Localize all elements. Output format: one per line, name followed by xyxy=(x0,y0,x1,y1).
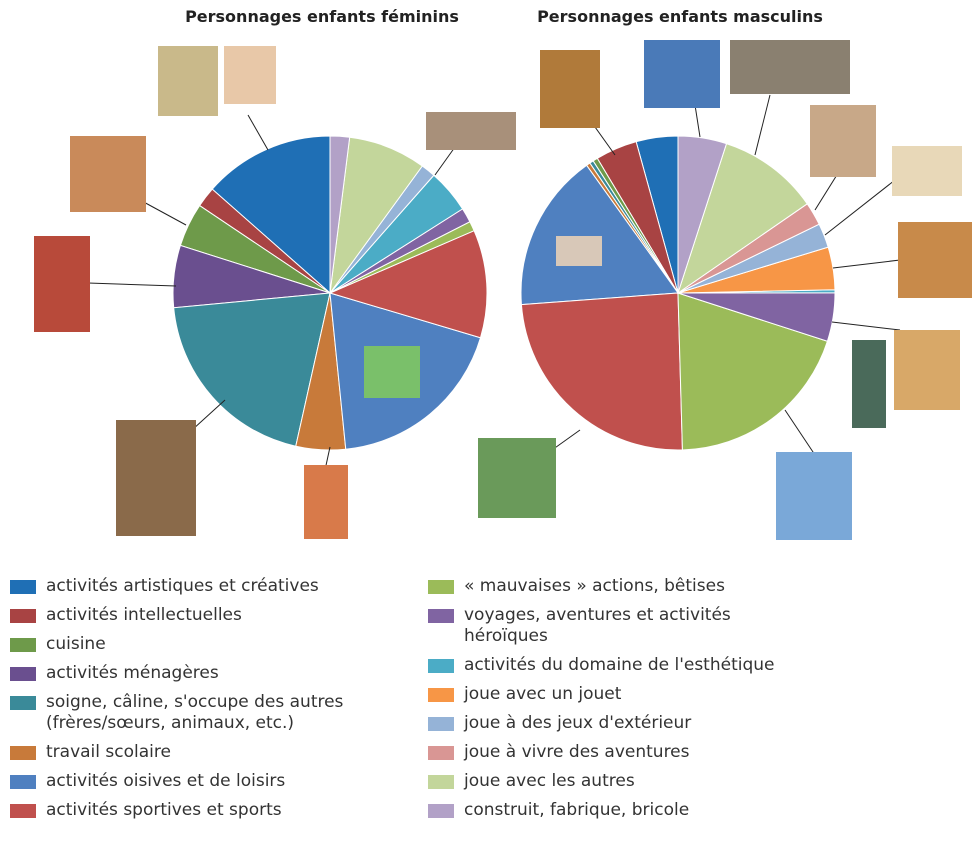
legend-swatch xyxy=(10,746,36,760)
pie-title: Personnages enfants masculins xyxy=(537,7,823,26)
legend-item: joue à vivre des aventures xyxy=(428,742,804,763)
leader-line xyxy=(694,104,701,138)
legend-item: « mauvaises » actions, bêtises xyxy=(428,576,804,597)
legend-swatch xyxy=(10,804,36,818)
legend-label: joue à des jeux d'extérieur xyxy=(464,713,692,733)
legend-label: activités du domaine de l'esthétique xyxy=(464,655,775,675)
pie-slice xyxy=(328,229,488,339)
legend-swatch xyxy=(10,609,36,623)
legend: « mauvaises » actions, bêtises voyages, a… xyxy=(428,576,804,829)
legend-label: voyages, aventures et activités héroïque… xyxy=(464,605,731,646)
illustration xyxy=(852,340,886,428)
illustration xyxy=(304,465,348,539)
legend-label: « mauvaises » actions, bêtises xyxy=(464,576,725,596)
pie-slice xyxy=(520,292,683,451)
legend-item: joue à des jeux d'extérieur xyxy=(428,713,804,734)
legend: activités artistiques et créatives activi… xyxy=(10,576,386,829)
legend-item: voyages, aventures et activités héroïque… xyxy=(428,605,804,647)
leader-line xyxy=(824,179,896,236)
legend-item: activités ménagères xyxy=(10,663,386,684)
legend-swatch xyxy=(428,804,454,818)
legend-swatch xyxy=(10,696,36,710)
illustration xyxy=(34,236,90,332)
legend-label: activités intellectuelles xyxy=(46,605,242,625)
pie-slice xyxy=(211,135,331,295)
legend-label: activités sportives et sports xyxy=(46,800,282,820)
legend-swatch xyxy=(10,638,36,652)
illustration xyxy=(224,46,276,104)
leader-line xyxy=(247,114,269,151)
legend-item: joue avec un jouet xyxy=(428,684,804,705)
leader-line xyxy=(754,94,771,156)
legend-label: cuisine xyxy=(46,634,106,654)
legend-item: activités artistiques et créatives xyxy=(10,576,386,597)
illustration xyxy=(116,420,196,536)
legend-label: activités oisives et de loisirs xyxy=(46,771,286,791)
illustration xyxy=(898,222,972,298)
pie-title: Personnages enfants féminins xyxy=(185,7,459,26)
illustration xyxy=(644,40,720,108)
illustration xyxy=(556,236,602,266)
illustration xyxy=(70,136,146,212)
legend-item: soigne, câline, s'occupe des autres (frè… xyxy=(10,692,386,734)
legend-swatch xyxy=(10,667,36,681)
leader-line xyxy=(87,282,177,287)
legend-swatch xyxy=(428,775,454,789)
illustration xyxy=(894,330,960,410)
legend-label: activités ménagères xyxy=(46,663,219,683)
pie-slice xyxy=(677,292,829,451)
leader-line xyxy=(784,409,816,456)
legend-label: soigne, câline, s'occupe des autres (frè… xyxy=(46,692,344,733)
legend-item: activités sportives et sports xyxy=(10,800,386,821)
legend-item: activités du domaine de l'esthétique xyxy=(428,655,804,676)
legend-swatch xyxy=(428,717,454,731)
legend-item: joue avec les autres xyxy=(428,771,804,792)
illustration xyxy=(730,40,850,94)
legend-swatch xyxy=(428,746,454,760)
pie-slice xyxy=(677,135,728,294)
pie-slice xyxy=(677,143,808,295)
leader-line xyxy=(832,259,901,269)
leader-line xyxy=(831,321,901,331)
chart: Personnages enfants féminins Personnages… xyxy=(34,7,972,540)
legend-label: joue avec un jouet xyxy=(464,684,622,704)
legend-label: joue à vivre des aventures xyxy=(464,742,690,762)
legend-swatch xyxy=(10,775,36,789)
leader-line xyxy=(139,199,187,226)
legend-item: activités oisives et de loisirs xyxy=(10,771,386,792)
legend-item: cuisine xyxy=(10,634,386,655)
illustration xyxy=(776,452,852,540)
legend-swatch xyxy=(428,659,454,673)
legend-item: activités intellectuelles xyxy=(10,605,386,626)
pie-slice xyxy=(520,164,679,306)
illustration xyxy=(892,146,962,196)
pie-slice xyxy=(329,135,351,294)
legend-swatch xyxy=(10,580,36,594)
legend-item: travail scolaire xyxy=(10,742,386,763)
legend-label: travail scolaire xyxy=(46,742,171,762)
illustration xyxy=(810,105,876,177)
legend-swatch xyxy=(428,609,454,623)
legend-label: activités artistiques et créatives xyxy=(46,576,319,596)
illustration xyxy=(158,46,218,116)
pie-slice xyxy=(173,292,331,447)
legend-swatch xyxy=(428,688,454,702)
illustrations xyxy=(34,40,972,540)
illustration xyxy=(540,50,600,128)
legend-item: construit, fabrique, bricole xyxy=(428,800,804,821)
legend-label: construit, fabrique, bricole xyxy=(464,800,690,820)
illustration xyxy=(478,438,556,518)
legend-swatch xyxy=(428,580,454,594)
pies xyxy=(172,135,836,451)
illustration xyxy=(364,346,420,398)
legend-label: joue avec les autres xyxy=(464,771,635,791)
illustration xyxy=(426,112,516,150)
